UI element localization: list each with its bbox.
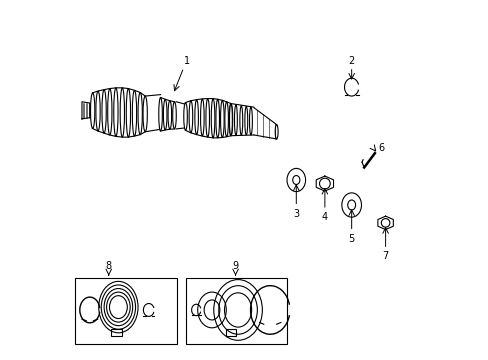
- Ellipse shape: [114, 88, 118, 136]
- Bar: [111, 329, 122, 337]
- Ellipse shape: [249, 107, 252, 135]
- Ellipse shape: [90, 93, 95, 129]
- Ellipse shape: [107, 89, 112, 135]
- Ellipse shape: [244, 107, 247, 135]
- Ellipse shape: [200, 99, 203, 136]
- Text: 2: 2: [348, 56, 354, 66]
- Text: 6: 6: [378, 143, 384, 153]
- Text: 8: 8: [105, 261, 112, 271]
- Ellipse shape: [220, 100, 224, 138]
- Ellipse shape: [229, 104, 232, 136]
- Text: 7: 7: [382, 251, 388, 261]
- Ellipse shape: [168, 101, 171, 129]
- Ellipse shape: [172, 102, 176, 129]
- Ellipse shape: [138, 93, 142, 135]
- Ellipse shape: [224, 102, 228, 137]
- Ellipse shape: [102, 90, 106, 133]
- Ellipse shape: [205, 99, 209, 137]
- Ellipse shape: [216, 99, 219, 138]
- Ellipse shape: [240, 106, 242, 135]
- Text: 3: 3: [293, 208, 299, 219]
- Text: 1: 1: [184, 56, 190, 66]
- Ellipse shape: [126, 89, 130, 137]
- Ellipse shape: [163, 99, 166, 130]
- Text: 9: 9: [232, 261, 238, 271]
- Ellipse shape: [275, 125, 278, 139]
- Ellipse shape: [183, 103, 187, 130]
- Ellipse shape: [120, 88, 124, 137]
- Ellipse shape: [229, 104, 232, 136]
- Bar: [225, 329, 236, 337]
- Ellipse shape: [211, 99, 214, 138]
- Ellipse shape: [132, 90, 136, 136]
- Ellipse shape: [143, 96, 147, 132]
- Ellipse shape: [194, 100, 198, 135]
- Ellipse shape: [189, 101, 192, 133]
- Text: 4: 4: [321, 212, 327, 222]
- Bar: [185, 278, 287, 344]
- Bar: [75, 278, 176, 344]
- Ellipse shape: [234, 105, 237, 135]
- Ellipse shape: [159, 98, 162, 131]
- Ellipse shape: [96, 91, 100, 131]
- Text: 5: 5: [348, 234, 354, 244]
